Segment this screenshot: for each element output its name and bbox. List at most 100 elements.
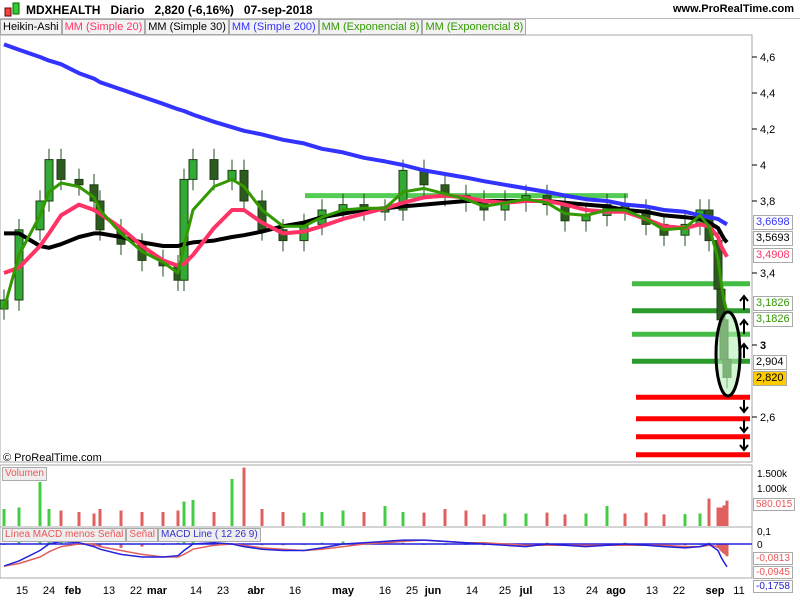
heikin-ashi-candle <box>359 204 369 211</box>
macd-tick-label: 0,1 <box>757 527 771 538</box>
heikin-ashi-candle <box>137 243 147 261</box>
volume-bar <box>422 512 426 526</box>
legend-heikin-ashi[interactable]: Heikin-Ashi <box>0 19 62 35</box>
legend-ema8[interactable]: MM (Exponencial 8) <box>318 19 423 35</box>
volume-bar <box>623 513 627 526</box>
volume-bar <box>212 512 216 526</box>
heikin-ashi-candle <box>209 159 219 180</box>
price-tick-label: 3,8 <box>760 196 775 208</box>
macd-histogram-bar <box>707 542 711 544</box>
volume-tick-label: 1.500k <box>757 469 788 480</box>
legend-sma200[interactable]: MM (Simple 200) <box>228 19 319 35</box>
macd-histogram-bar <box>140 544 144 547</box>
price-value-tag: 3,1826 <box>753 312 793 327</box>
heikin-ashi-candle <box>560 204 570 222</box>
volume-bar <box>281 512 285 526</box>
heikin-ashi-candle <box>188 159 198 180</box>
legend-sma30[interactable]: MM (Simple 30) <box>145 19 229 35</box>
price-tick-label: 3,4 <box>760 268 775 280</box>
macd-histogram-bar <box>2 544 6 545</box>
ma-line-0 <box>3 42 729 227</box>
heikin-ashi-candle <box>695 209 705 225</box>
x-tick-label: jun <box>424 585 442 597</box>
legend-sma20[interactable]: MM (Simple 20) <box>61 19 146 35</box>
legend-ema8-2[interactable]: MM (Exponencial 8) <box>422 19 527 35</box>
heikin-ashi-candle <box>620 204 630 211</box>
macd-histogram-bar <box>464 544 468 545</box>
heikin-ashi-candle <box>419 169 429 186</box>
x-tick-label: 13 <box>553 585 565 597</box>
candlestick-icon <box>4 2 20 17</box>
macd-histogram-bar <box>161 544 165 545</box>
volume-bar <box>230 479 234 526</box>
volume-label: Volumen <box>2 467 47 481</box>
heikin-ashi-candle <box>602 204 612 216</box>
macd-line-label: MACD Line ( 12 26 9) <box>157 528 261 542</box>
x-tick-label: abr <box>247 585 265 597</box>
volume-bar <box>707 498 711 526</box>
macd-line <box>3 539 728 568</box>
macd-histogram-bar <box>683 544 687 546</box>
macd-histogram-bar <box>698 544 702 545</box>
heikin-ashi-candle <box>581 214 591 222</box>
volume-bar <box>59 510 63 526</box>
heikin-ashi-candle <box>116 229 126 245</box>
volume-bar <box>38 482 42 526</box>
volume-bar <box>77 512 81 526</box>
macd-histogram-bar <box>605 544 609 545</box>
x-tick-label: 16 <box>289 585 301 597</box>
heikin-ashi-candle <box>542 195 552 206</box>
volume-bar <box>605 506 609 526</box>
macd-histogram-bar <box>524 544 528 546</box>
volume-bar <box>725 500 729 526</box>
volume-bar <box>644 512 648 526</box>
volume-bar <box>98 509 102 526</box>
macd-histogram-bar <box>320 542 324 544</box>
heikin-ashi-candle <box>521 195 531 202</box>
macd-histogram-bar <box>443 544 447 545</box>
volume-bar <box>482 514 486 526</box>
heikin-ashi-candle <box>14 229 24 301</box>
arrow-up-icon <box>739 342 749 358</box>
macd-histogram-bar <box>383 542 387 544</box>
price-value-tag: 2,820 <box>753 371 787 386</box>
heikin-ashi-candle <box>299 223 309 242</box>
heikin-ashi-candle <box>35 200 45 231</box>
x-tick-label: sep <box>706 585 725 597</box>
arrow-down-icon <box>739 420 749 434</box>
price-tick-label: 4,2 <box>760 124 775 136</box>
volume-bar <box>2 509 6 526</box>
header: MDXHEALTH Diario 2,820 (-6,16%) 07-sep-2… <box>0 0 800 19</box>
price-value-tag: 3,1826 <box>753 296 793 311</box>
volume-bar <box>584 513 588 526</box>
macd-histogram-bar <box>716 544 720 548</box>
indicator-legend: Heikin-Ashi MM (Simple 20) MM (Simple 30… <box>0 19 527 35</box>
heikin-ashi-candle <box>173 265 183 281</box>
ma-line-2 <box>3 193 729 275</box>
macd-histogram-bar <box>98 544 102 547</box>
volume-bar <box>443 509 447 526</box>
volume-bar <box>176 510 180 526</box>
macd-histogram-bar <box>77 542 81 544</box>
price-value-tag: 3,5693 <box>753 231 793 246</box>
price-tick-label: 4,4 <box>760 88 775 100</box>
x-tick-label: 14 <box>190 585 202 597</box>
site-link[interactable]: www.ProRealTime.com <box>672 3 794 15</box>
volume-bar <box>119 510 123 526</box>
x-tick-label: 15 <box>16 585 28 597</box>
macd-histogram-bar <box>302 544 306 545</box>
price-tick-label: 2,6 <box>760 412 775 424</box>
volume-bar <box>302 512 306 526</box>
volume-bar <box>182 501 186 526</box>
volume-bar <box>242 467 246 526</box>
price-value-tag: 2,904 <box>753 355 787 370</box>
x-tick-label: jul <box>519 585 533 597</box>
macd-histogram-bar <box>422 544 426 545</box>
heikin-ashi-candle <box>74 178 84 186</box>
macd-hist-label: Línea MACD menos Señal <box>2 528 127 542</box>
arrow-up-icon <box>739 294 749 310</box>
heikin-ashi-candle <box>317 209 327 225</box>
x-tick-label: 24 <box>43 585 55 597</box>
volume-bar <box>545 512 549 526</box>
